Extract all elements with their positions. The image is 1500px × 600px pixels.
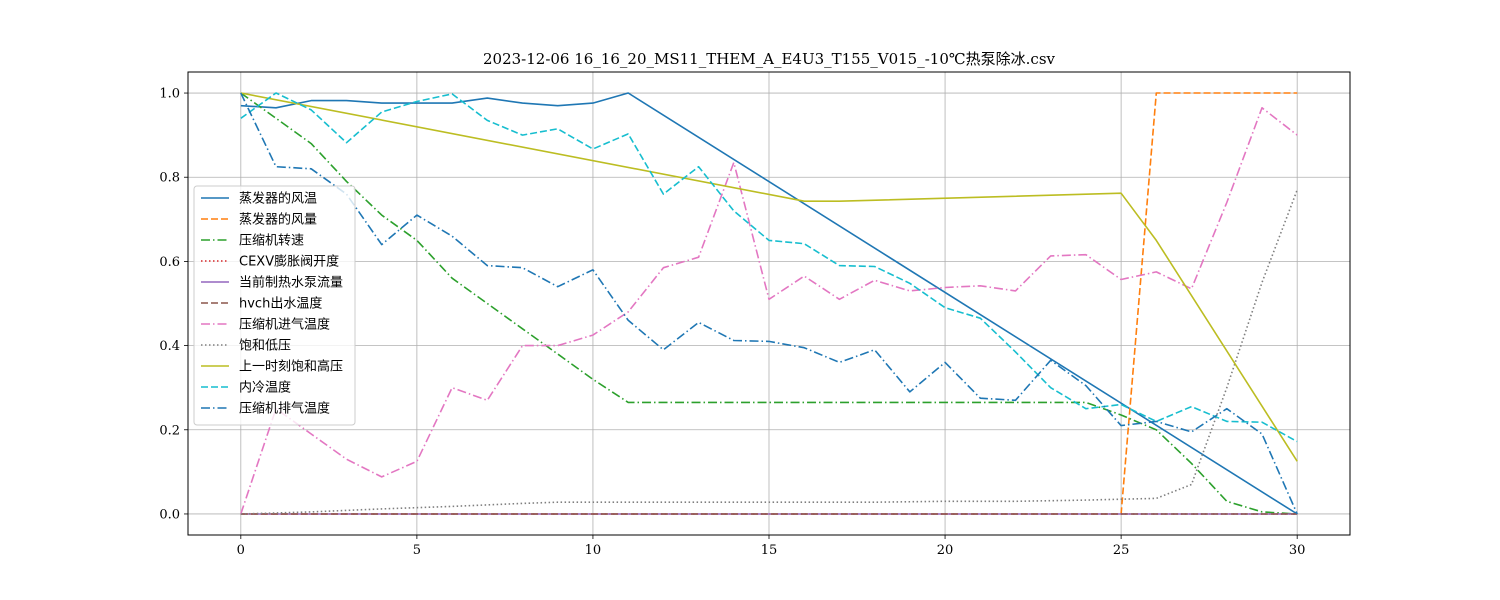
chart-title: 2023-12-06 16_16_20_MS11_THEM_A_E4U3_T15… xyxy=(483,50,1056,68)
x-tick-label: 25 xyxy=(1113,543,1130,558)
legend-label: 饱和低压 xyxy=(239,339,291,354)
y-tick-label: 0.2 xyxy=(159,423,180,438)
legend-box xyxy=(193,185,356,426)
series-line-10 xyxy=(240,92,1298,443)
legend-label: 压缩机转速 xyxy=(239,233,304,249)
y-tick-label: 0.0 xyxy=(159,507,180,522)
x-tick-label: 10 xyxy=(585,543,602,558)
x-tick-label: 5 xyxy=(413,543,421,558)
x-tick-label: 30 xyxy=(1289,543,1306,558)
series-group xyxy=(240,92,1298,515)
legend-label: 当前制热水泵流量 xyxy=(239,275,343,291)
legend-label: CEXV膨胀阀开度 xyxy=(239,254,339,270)
x-tick-label: 20 xyxy=(937,543,954,558)
x-axis: 0 5 10 15 20 25 30 xyxy=(237,535,1306,558)
y-tick-label: 0.6 xyxy=(159,255,180,270)
x-tick-label: 0 xyxy=(237,543,245,558)
x-tick-label: 15 xyxy=(761,543,778,558)
y-axis: 0.0 0.2 0.4 0.6 0.8 1.0 xyxy=(159,87,188,522)
legend-label: 内冷温度 xyxy=(239,380,291,396)
series-line-3 xyxy=(240,92,1298,515)
legend-label: 压缩机排气温度 xyxy=(239,401,330,417)
y-tick-label: 0.8 xyxy=(159,171,180,186)
y-tick-label: 1.0 xyxy=(159,87,180,102)
y-tick-label: 0.4 xyxy=(159,339,180,354)
legend-label: 蒸发器的风量 xyxy=(239,212,317,228)
series-line-9 xyxy=(240,92,1298,462)
series-line-7 xyxy=(240,107,1298,515)
legend-label: hvch出水温度 xyxy=(239,296,322,312)
legend-label: 蒸发器的风温 xyxy=(239,191,317,207)
series-line-1 xyxy=(240,92,1298,515)
legend-label: 上一时刻饱和高压 xyxy=(239,359,343,375)
series-line-11 xyxy=(240,92,1298,515)
legend-label: 压缩机进气温度 xyxy=(239,317,330,333)
